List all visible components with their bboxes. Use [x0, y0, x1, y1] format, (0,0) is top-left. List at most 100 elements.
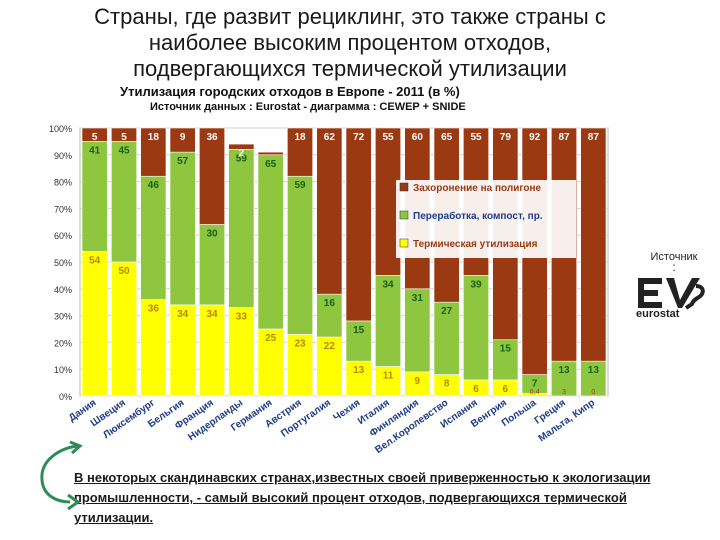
data-label: 13 — [588, 365, 600, 376]
y-tick-label: 0% — [59, 392, 72, 402]
y-tick-label: 50% — [54, 258, 72, 268]
bar-segment — [551, 360, 577, 397]
data-label: 36 — [206, 132, 218, 143]
slide-title-line-1: Страны, где развит рециклинг, это также … — [94, 4, 606, 29]
bar-segment — [345, 360, 372, 397]
bar-segment — [199, 304, 225, 397]
data-label: 18 — [148, 132, 160, 143]
data-label: 2 — [239, 148, 245, 159]
legend-label: Термическая утилизация — [413, 239, 538, 250]
data-label: 72 — [353, 132, 365, 143]
data-label: 50 — [118, 266, 130, 277]
bar-segment — [580, 127, 607, 362]
bar-segment — [287, 127, 313, 177]
source-label: Источник — [650, 251, 698, 263]
bar-segment — [199, 127, 225, 225]
eurostat-logo-icon — [638, 278, 705, 310]
bar-segment — [316, 336, 343, 397]
slide-title-line-2: наиболее высоким процентом отходов, — [148, 30, 552, 55]
source-colon: : — [672, 260, 676, 274]
data-label: 11 — [383, 371, 394, 382]
data-label: 79 — [500, 132, 512, 143]
bar-segment — [228, 143, 255, 150]
bar-segment — [316, 127, 343, 295]
data-label: 22 — [324, 341, 336, 352]
bar-segment — [463, 275, 489, 381]
data-label: 25 — [265, 333, 277, 344]
legend-swatch — [399, 238, 409, 248]
source-block: Источник : — [632, 251, 716, 274]
data-label: 15 — [500, 344, 512, 355]
data-label: 5 — [121, 132, 127, 143]
data-label: 7 — [532, 379, 538, 390]
bar-segment — [140, 127, 167, 177]
data-label: 45 — [118, 145, 130, 156]
legend-label: Захоронение на полигоне — [413, 183, 542, 194]
data-label: 27 — [441, 306, 453, 317]
data-label: 65 — [441, 132, 453, 143]
data-label: 39 — [470, 279, 482, 290]
data-label: 87 — [588, 132, 600, 143]
data-label: 18 — [294, 132, 306, 143]
data-label: 13 — [558, 365, 570, 376]
data-label: 55 — [470, 132, 482, 143]
y-tick-label: 30% — [54, 312, 72, 322]
slide-title-line-3: подвергающихся термической утилизации — [133, 56, 567, 81]
bar-segment — [140, 175, 167, 300]
annotation-label: 0 — [591, 389, 595, 396]
data-label: 54 — [89, 255, 101, 266]
data-label: 5 — [92, 132, 98, 143]
data-label: 92 — [529, 132, 541, 143]
bar-segment — [169, 151, 196, 306]
bar-segment — [404, 371, 431, 397]
curved-arrow-icon — [40, 440, 83, 511]
data-label: 13 — [353, 365, 365, 376]
bar-segment — [111, 127, 137, 142]
y-tick-label: 20% — [54, 338, 72, 348]
bar-segment — [81, 250, 108, 397]
bar-segment — [345, 127, 372, 322]
data-label: 34 — [382, 279, 394, 290]
data-label: 65 — [265, 159, 277, 170]
slide-title: Страны, где развит рециклинг, это также … — [40, 4, 660, 82]
data-label: 36 — [148, 304, 160, 315]
bar-segment — [169, 304, 196, 397]
bar-segment — [169, 127, 196, 153]
data-label: 57 — [177, 156, 189, 167]
y-tick-label: 100% — [49, 124, 72, 134]
bar-segment — [257, 151, 284, 156]
y-tick-label: 90% — [54, 151, 72, 161]
bar-segment — [287, 175, 313, 335]
legend-swatch — [399, 210, 409, 220]
eurostat-logo-text: eurostat — [636, 308, 680, 320]
data-label: 60 — [412, 132, 424, 143]
data-label: 59 — [294, 180, 306, 191]
legend-swatch — [399, 182, 409, 192]
bar-segment — [375, 366, 401, 397]
data-label: 6 — [503, 384, 509, 395]
legend-label: Переработка, компост, пр. — [413, 210, 543, 222]
bar-segment — [111, 141, 137, 263]
annotation-label: 3 — [562, 389, 566, 396]
data-label: 34 — [177, 309, 189, 320]
data-label: 23 — [294, 338, 306, 349]
bar-segment — [345, 320, 372, 362]
bar-segment — [257, 328, 284, 397]
bar-segment — [580, 360, 607, 397]
y-tick-label: 80% — [54, 178, 72, 188]
data-label: 62 — [324, 132, 336, 143]
data-label: 55 — [382, 132, 394, 143]
y-tick-label: 10% — [54, 365, 72, 375]
bar-segment — [81, 127, 108, 142]
bottom-note: В некоторых скандинавских странах,извест… — [74, 470, 651, 525]
chart-title: Утилизация городских отходов в Европе - … — [120, 84, 460, 99]
data-label: 16 — [324, 298, 336, 309]
data-label: 8 — [444, 379, 450, 390]
bar-segment — [111, 261, 137, 397]
bar-segment — [228, 149, 255, 308]
data-label: 9 — [415, 376, 421, 387]
bar-segment — [404, 288, 431, 373]
y-tick-label: 40% — [54, 285, 72, 295]
bar-segment — [140, 299, 167, 397]
